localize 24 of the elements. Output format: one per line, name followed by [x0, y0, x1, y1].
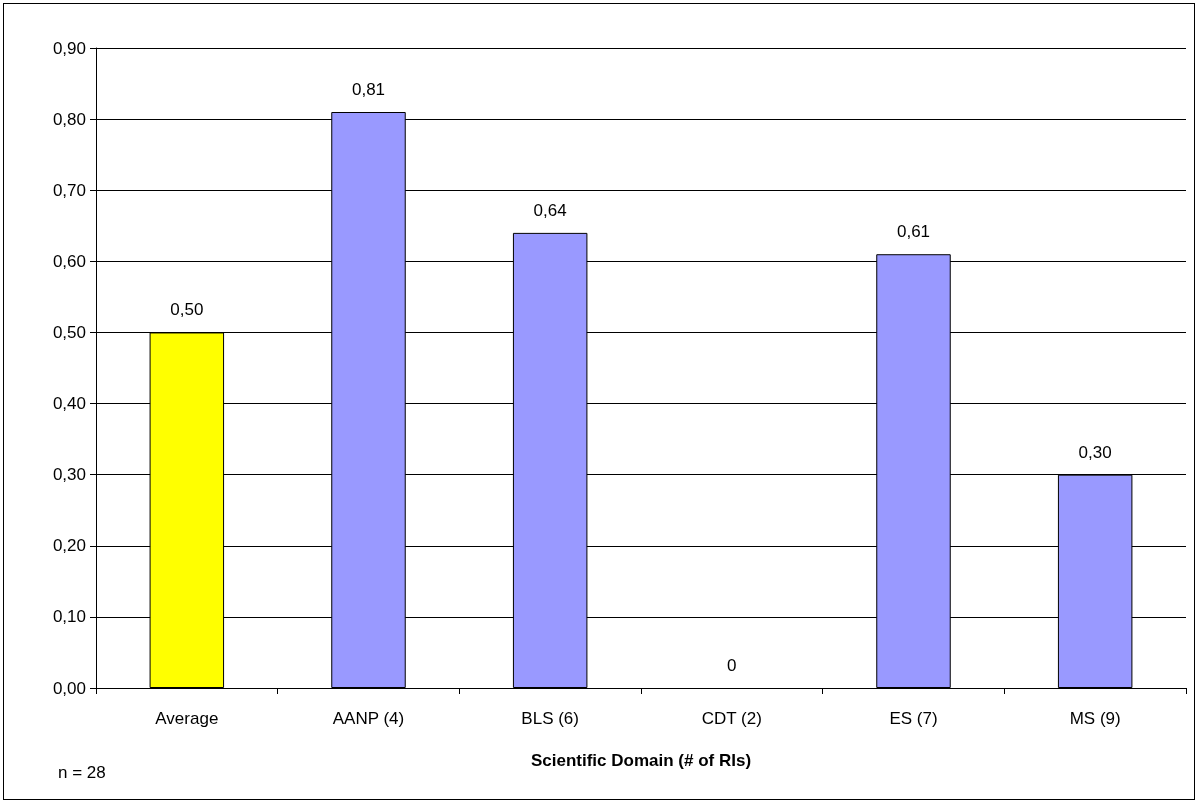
y-tick-label: 0,10 [52, 607, 86, 627]
x-tick-label: Average [155, 709, 219, 728]
data-label: 0,64 [533, 200, 567, 220]
data-label: 0,50 [170, 300, 204, 320]
x-tick-label: ES (7) [889, 709, 938, 728]
y-tick-label: 0,90 [52, 38, 86, 58]
data-label: 0,61 [896, 222, 931, 242]
y-tick-label: 0,30 [52, 465, 86, 485]
y-tick-label: 0,80 [52, 109, 86, 129]
data-label: 0 [727, 656, 737, 675]
x-axis-title: Scientific Domain (# of RIs) [530, 751, 752, 770]
y-tick-label: 0,60 [52, 251, 86, 271]
y-tick-label: 0,50 [52, 322, 86, 342]
text: n = 28 [58, 763, 106, 782]
y-tick-label: 0,70 [52, 180, 86, 200]
x-tick-label: MS (9) [1069, 709, 1121, 728]
x-tick-label: BLS (6) [521, 709, 579, 728]
y-tick-label: 0,40 [52, 394, 86, 414]
y-tick-label: 0,00 [52, 678, 86, 698]
x-tick-label: CDT (2) [701, 709, 762, 728]
data-label: 0,81 [351, 80, 386, 99]
x-tick-label: AANP (4) [332, 709, 405, 728]
data-label: 0,30 [1078, 442, 1112, 462]
y-tick-label: 0,20 [52, 536, 86, 556]
